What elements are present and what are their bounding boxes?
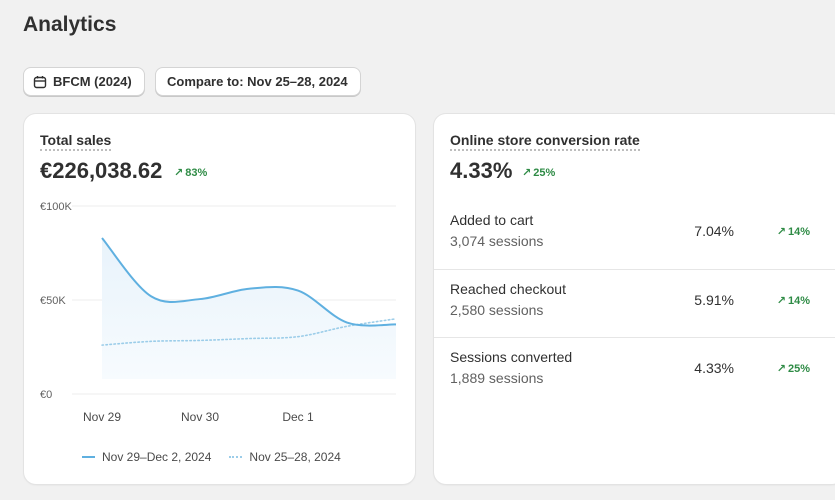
legend-swatch-compare [229,456,243,458]
funnel-row-sessions: 3,074 sessions [450,233,544,249]
date-range-button[interactable]: BFCM (2024) [23,67,145,96]
funnel-row-change-value: 25% [787,362,810,375]
arrow-up-right-icon: ↗ [776,226,786,238]
total-sales-change: ↗ 83% [174,166,208,180]
funnel-row-rate: 4.33% [694,360,734,376]
arrow-up-right-icon: ↗ [776,363,786,375]
funnel-row-change: ↗ 14% [776,225,810,239]
funnel-row-reached-checkout: Reached checkout 2,580 sessions 5.91% ↗ … [434,269,835,337]
legend-swatch-current [82,456,95,458]
chart-legend: Nov 29–Dec 2, 2024 Nov 25–28, 2024 [82,450,359,464]
funnel-row-label: Added to cart [450,212,534,228]
funnel-row-change-value: 14% [787,225,810,238]
funnel-row-added-to-cart: Added to cart 3,074 sessions 7.04% ↗ 14% [434,201,835,269]
total-sales-title[interactable]: Total sales [40,132,112,151]
legend-label-compare: Nov 25–28, 2024 [249,450,341,464]
total-sales-value: €226,038.62 [40,158,163,183]
compare-button[interactable]: Compare to: Nov 25–28, 2024 [155,67,361,96]
conversion-rate-card[interactable]: Online store conversion rate 4.33% ↗ 25%… [434,114,835,484]
x-tick-label: Dec 1 [282,410,314,424]
series-line-current[interactable] [101,237,397,327]
funnel-row-sessions: 2,580 sessions [450,302,544,318]
y-tick-label: €50K [40,295,66,307]
funnel-row-sessions: 1,889 sessions [450,370,544,386]
series-line-compare[interactable] [101,318,397,346]
total-sales-change-value: 83% [185,166,208,179]
sales-chart[interactable]: €100K €50K €0 Nov 29 Nov 30 Dec 1 [24,114,415,444]
series-area-current [102,237,396,379]
funnel-row-change: ↗ 25% [776,362,810,376]
funnel-row-change: ↗ 14% [776,294,810,308]
arrow-up-right-icon: ↗ [776,295,786,307]
total-sales-card[interactable]: Total sales €226,038.62 ↗ 83% €100K €50K €… [24,114,415,484]
funnel-row-change-value: 14% [787,294,810,307]
funnel-row-rate: 5.91% [694,292,734,308]
x-tick-label: Nov 30 [181,410,219,424]
funnel-row-label: Sessions converted [450,349,573,365]
funnel-row-rate: 7.04% [694,223,734,239]
conversion-rate-change-value: 25% [533,166,556,179]
y-tick-label: €0 [40,389,52,401]
conversion-rate-title[interactable]: Online store conversion rate [450,132,640,151]
calendar-icon [33,75,47,88]
date-range-label: BFCM (2024) [53,74,132,89]
funnel-row-sessions-converted: Sessions converted 1,889 sessions 4.33% … [434,337,835,405]
compare-label: Compare to: Nov 25–28, 2024 [167,74,348,89]
page-title: Analytics [23,13,117,36]
funnel-row-label: Reached checkout [450,281,566,297]
y-tick-label: €100K [40,201,72,213]
conversion-rate-change: ↗ 25% [522,166,556,180]
conversion-rate-value: 4.33% [450,158,513,183]
arrow-up-right-icon: ↗ [522,167,532,179]
legend-label-current: Nov 29–Dec 2, 2024 [102,450,212,464]
x-tick-label: Nov 29 [83,410,121,424]
arrow-up-right-icon: ↗ [174,167,184,179]
legend-item-compare[interactable]: Nov 25–28, 2024 [229,450,341,464]
legend-item-current[interactable]: Nov 29–Dec 2, 2024 [82,450,211,464]
